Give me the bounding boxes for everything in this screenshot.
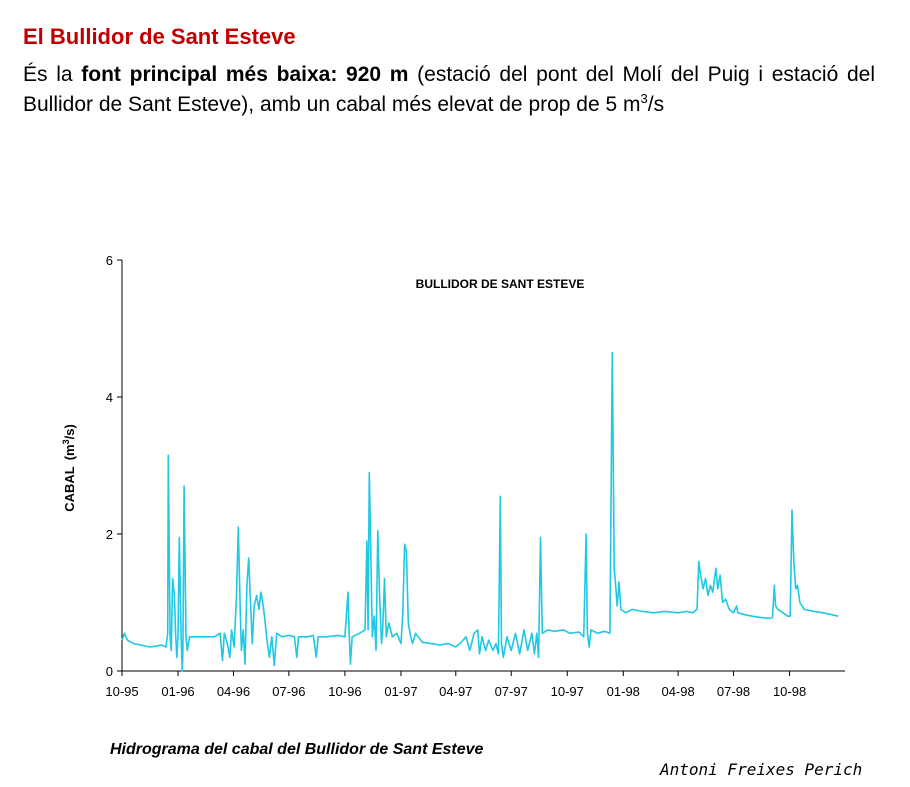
x-tick-label: 04-96 [217, 684, 250, 699]
x-tick-label: 01-97 [384, 684, 417, 699]
y-tick-label: 0 [106, 664, 113, 679]
series-line-0 [121, 351, 839, 672]
y-tick-label: 2 [106, 527, 113, 542]
y-axis-label-unit: (m [62, 444, 77, 460]
y-axis-label-main: CABAL [62, 466, 77, 512]
intro-superscript: 3 [640, 91, 648, 106]
x-tick-label: 10-98 [773, 684, 806, 699]
x-tick-label: 01-98 [607, 684, 640, 699]
x-tick-label: 10-95 [105, 684, 138, 699]
x-tick-label: 01-96 [161, 684, 194, 699]
x-tick-label: 07-98 [717, 684, 750, 699]
x-tick-label: 04-98 [661, 684, 694, 699]
author-credit: Antoni Freixes Perich [660, 760, 863, 779]
x-tick-label: 07-96 [272, 684, 305, 699]
page-title: El Bullidor de Sant Esteve [23, 24, 296, 49]
y-axis-label: CABAL (m3/s) [61, 424, 77, 512]
intro-highlight: font principal més baixa: 920 m [81, 63, 409, 86]
chart-title: BULLIDOR DE SANT ESTEVE [416, 277, 585, 291]
x-tick-label: 04-97 [439, 684, 472, 699]
y-tick-label: 4 [106, 390, 113, 405]
y-axis-label-unit-end: /s) [62, 424, 77, 439]
x-tick-label: 07-97 [495, 684, 528, 699]
chart-caption: Hidrograma del cabal del Bullidor de San… [110, 741, 484, 758]
x-tick-label: 10-96 [328, 684, 361, 699]
intro-text-2: (estació del pont del Molí del Puig i es… [23, 63, 875, 116]
x-tick-label: 10-97 [551, 684, 584, 699]
intro-text-3: /s [647, 93, 665, 116]
y-tick-label: 6 [106, 253, 113, 268]
intro-text-1: És la [23, 63, 82, 86]
intro-paragraph: És la font principal més baixa: 920 m (e… [23, 60, 875, 120]
y-axis-label-sup: 3 [61, 439, 71, 444]
